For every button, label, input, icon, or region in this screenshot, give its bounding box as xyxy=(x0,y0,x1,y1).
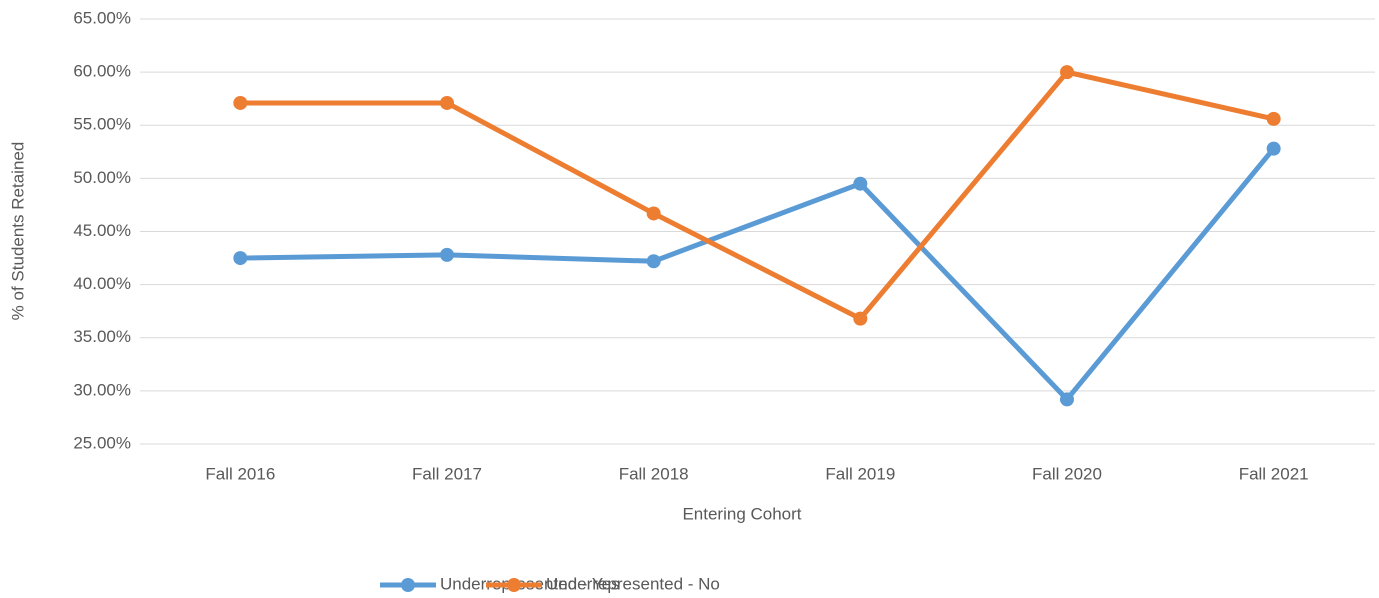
data-point xyxy=(1266,111,1281,126)
data-point xyxy=(440,95,454,110)
x-tick-label: Fall 2018 xyxy=(619,464,689,483)
y-tick-label: 65.00% xyxy=(73,8,131,27)
legend-marker xyxy=(401,578,415,592)
data-point xyxy=(853,311,868,326)
y-tick-label: 60.00% xyxy=(73,62,131,81)
y-tick-label: 40.00% xyxy=(73,274,131,293)
data-point xyxy=(233,95,248,110)
x-tick-label: Fall 2019 xyxy=(825,464,895,483)
data-point xyxy=(646,206,661,221)
series-line xyxy=(240,69,1275,322)
y-axis-title: % of Students Retained xyxy=(8,142,27,321)
legend-label: Underrepresented - No xyxy=(546,574,720,593)
x-tick-label: Fall 2020 xyxy=(1032,464,1102,483)
y-tick-label: 55.00% xyxy=(73,115,131,134)
data-point xyxy=(1060,65,1074,80)
y-tick-label: 30.00% xyxy=(73,380,131,399)
x-tick-label: Fall 2021 xyxy=(1239,464,1309,483)
x-tick-label: Fall 2016 xyxy=(205,464,275,483)
data-point xyxy=(1266,141,1281,156)
y-tick-label: 35.00% xyxy=(73,327,131,346)
y-tick-label: 45.00% xyxy=(73,221,131,240)
x-tick-label: Fall 2017 xyxy=(412,464,482,483)
legend-marker xyxy=(507,578,521,592)
data-point xyxy=(440,247,454,262)
x-axis-title: Entering Cohort xyxy=(682,504,801,523)
series-line xyxy=(240,147,1276,402)
data-point xyxy=(233,251,248,266)
data-point xyxy=(853,176,868,191)
data-point xyxy=(646,254,661,269)
y-tick-label: 50.00% xyxy=(73,168,131,187)
data-point xyxy=(1060,392,1074,407)
y-tick-label: 25.00% xyxy=(73,433,131,452)
